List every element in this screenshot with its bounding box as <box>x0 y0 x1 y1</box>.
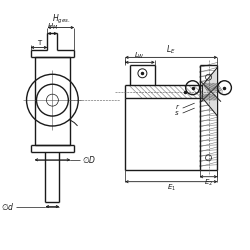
Text: s: s <box>175 110 179 116</box>
Text: $H_{ges.}$: $H_{ges.}$ <box>52 13 70 26</box>
Text: $E_2$: $E_2$ <box>204 178 213 188</box>
Text: $\varnothing d$: $\varnothing d$ <box>1 201 14 212</box>
Text: $E_1$: $E_1$ <box>167 183 176 193</box>
Text: $H_M$: $H_M$ <box>47 22 58 32</box>
Polygon shape <box>202 67 218 116</box>
Text: T: T <box>37 40 41 46</box>
Text: r: r <box>176 104 179 110</box>
Text: $\varnothing D$: $\varnothing D$ <box>82 154 96 165</box>
Text: $L_W$: $L_W$ <box>134 51 145 61</box>
Text: $L_E$: $L_E$ <box>166 44 176 56</box>
